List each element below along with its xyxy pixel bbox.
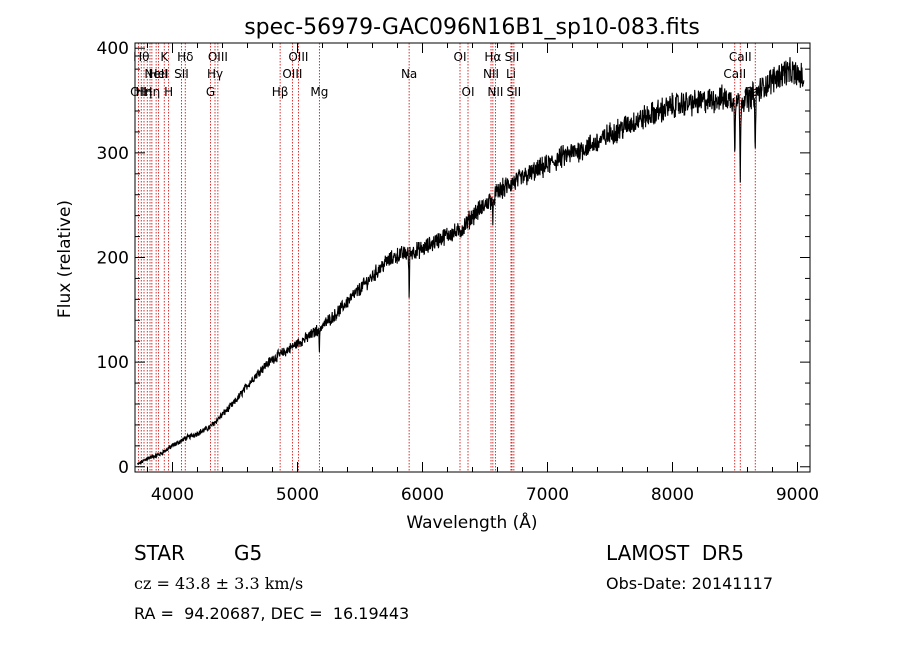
x-tick-label: 6000 bbox=[401, 485, 444, 505]
reference-line-label: Hβ bbox=[272, 85, 289, 99]
reference-line-label: K bbox=[160, 50, 169, 64]
reference-line-label: NII bbox=[483, 67, 499, 81]
reference-line-label: OI bbox=[454, 50, 467, 64]
reference-line-label: H bbox=[164, 85, 173, 99]
reference-line-label: SII bbox=[505, 50, 520, 64]
reference-line-label: OIII bbox=[282, 67, 302, 81]
reference-line-label: CaII bbox=[723, 67, 746, 81]
x-tick-label: 5000 bbox=[276, 485, 319, 505]
chart-title: spec-56979-GAC096N16B1_sp10-083.fits bbox=[244, 15, 700, 40]
reference-line-label: Hδ bbox=[177, 50, 193, 64]
reference-line-label: Hα bbox=[484, 50, 501, 64]
x-tick-label: 4000 bbox=[151, 485, 194, 505]
y-tick-label: 200 bbox=[97, 249, 129, 269]
survey-name: LAMOST DR5 bbox=[606, 541, 744, 565]
reference-line-label: G bbox=[206, 85, 215, 99]
axis-tick-layer: 4000 5000 6000 7000 8000 9000 0 100 200 300 400 bbox=[97, 39, 820, 505]
reference-line-label: Hη bbox=[136, 85, 153, 99]
reference-line-label: NeII bbox=[144, 67, 167, 81]
object-subclass: G5 bbox=[234, 541, 263, 565]
reference-line-label: CaII bbox=[729, 50, 752, 64]
reference-label-layer: OIIHθHηHηNeIIHeIKHSIIHδGHγOIIIHβOIIIOIII… bbox=[130, 50, 767, 99]
reference-line-label: SII bbox=[507, 85, 522, 99]
reference-line-label: OIII bbox=[288, 50, 308, 64]
reference-line-label: Hη bbox=[144, 85, 161, 99]
plot-frame bbox=[134, 42, 811, 473]
x-tick-label: 8000 bbox=[651, 485, 694, 505]
y-tick-label: 100 bbox=[97, 353, 129, 373]
redshift-velocity: cz = 43.8 ± 3.3 km/s bbox=[134, 574, 304, 593]
reference-line-label: Na bbox=[401, 67, 417, 81]
y-tick-label: 300 bbox=[97, 144, 129, 164]
reference-line-label: OI bbox=[462, 85, 475, 99]
reference-line-label: Li bbox=[506, 67, 516, 81]
reference-line-label: SII bbox=[174, 67, 189, 81]
x-tick-label: 9000 bbox=[776, 485, 819, 505]
spectrum-line bbox=[136, 57, 805, 465]
reference-line-label: Hθ bbox=[133, 50, 149, 64]
reference-line-label: Hγ bbox=[207, 67, 223, 81]
reference-line-label: OII bbox=[130, 85, 147, 99]
object-class: STAR bbox=[134, 541, 185, 565]
coordinates: RA = 94.20687, DEC = 16.19443 bbox=[134, 604, 410, 623]
reference-line-layer bbox=[137, 43, 756, 472]
y-axis-label: Flux (relative) bbox=[55, 200, 75, 318]
y-tick-label: 0 bbox=[118, 458, 129, 478]
y-tick-label: 400 bbox=[97, 39, 129, 59]
reference-line-label: OIII bbox=[208, 50, 228, 64]
x-axis-label: Wavelength (Å) bbox=[406, 511, 537, 533]
reference-line-label: NII bbox=[487, 85, 503, 99]
x-tick-label: 7000 bbox=[526, 485, 569, 505]
observation-date: Obs-Date: 20141117 bbox=[606, 574, 774, 593]
reference-line-label: Mg bbox=[310, 85, 328, 99]
reference-line-label: HeI bbox=[149, 67, 169, 81]
